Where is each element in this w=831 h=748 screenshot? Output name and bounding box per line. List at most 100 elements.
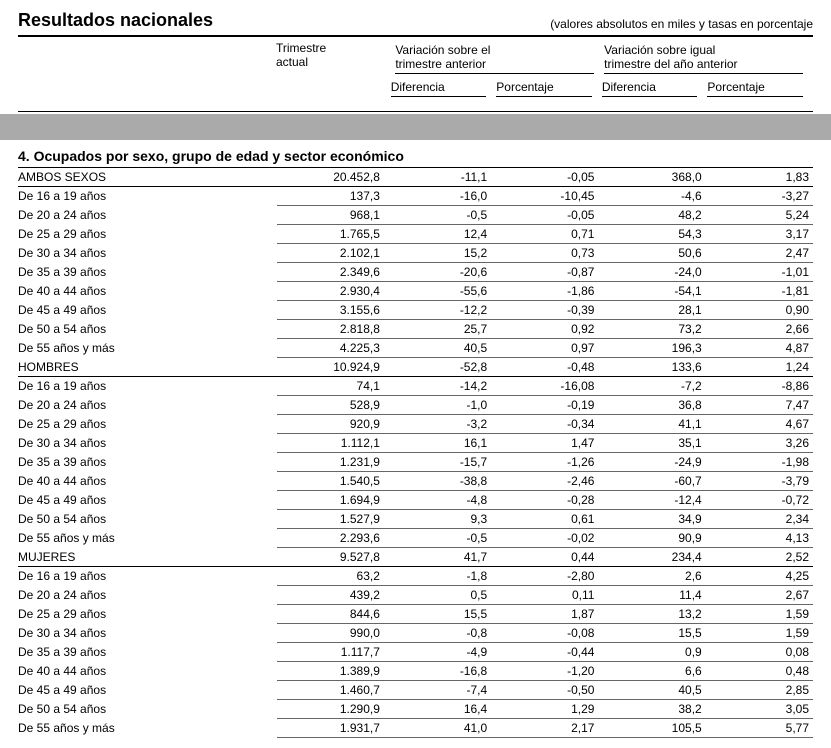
row-value: 1.694,9 (277, 491, 384, 510)
row-value: 1.389,9 (277, 662, 384, 681)
row-label: De 50 a 54 años (18, 510, 277, 529)
row-value: -1,98 (706, 453, 813, 472)
row-value: 74,1 (277, 377, 384, 396)
row-label: De 35 a 39 años (18, 263, 277, 282)
table-row: MUJERES9.527,841,70,44234,42,52 (18, 548, 813, 567)
row-value: 90,9 (598, 529, 705, 548)
row-value: -12,4 (598, 491, 705, 510)
page-title: Resultados nacionales (18, 10, 213, 31)
row-value: 368,0 (598, 168, 705, 187)
col-var2-l2: trimestre del año anterior (604, 57, 803, 71)
row-value: 3,17 (706, 225, 813, 244)
row-value: 0,08 (706, 643, 813, 662)
table-row: AMBOS SEXOS20.452,8-11,1-0,05368,01,83 (18, 168, 813, 187)
table-row: De 25 a 29 años844,615,51,8713,21,59 (18, 605, 813, 624)
row-value: 2.349,6 (277, 263, 384, 282)
row-value: 35,1 (598, 434, 705, 453)
row-label: De 30 a 34 años (18, 434, 277, 453)
row-value: 54,3 (598, 225, 705, 244)
row-value: 9.527,8 (277, 548, 384, 567)
table-row: De 55 años y más2.293,6-0,5-0,0290,94,13 (18, 529, 813, 548)
row-value: 50,6 (598, 244, 705, 263)
table-row: De 45 a 49 años1.460,7-7,4-0,5040,52,85 (18, 681, 813, 700)
table-row: De 20 a 24 años528,9-1,0-0,1936,87,47 (18, 396, 813, 415)
row-value: 9,3 (384, 510, 491, 529)
col-trimestre-l2: actual (276, 55, 395, 69)
row-value: -1,0 (384, 396, 491, 415)
row-value: -20,6 (384, 263, 491, 282)
row-value: 40,5 (384, 339, 491, 358)
row-value: -14,2 (384, 377, 491, 396)
row-value: 920,9 (277, 415, 384, 434)
row-label: De 20 a 24 años (18, 206, 277, 225)
row-value: 0,71 (491, 225, 598, 244)
row-value: 1.112,1 (277, 434, 384, 453)
row-value: -7,2 (598, 377, 705, 396)
row-value: 63,2 (277, 567, 384, 586)
col-trimestre-l1: Trimestre (276, 41, 395, 55)
sub-dif-1: Diferencia (391, 78, 487, 97)
row-value: 2,34 (706, 510, 813, 529)
row-value: -0,08 (491, 624, 598, 643)
row-value: 5,24 (706, 206, 813, 225)
row-value: 36,8 (598, 396, 705, 415)
row-value: -7,4 (384, 681, 491, 700)
row-value: 105,5 (598, 719, 705, 738)
row-value: -0,87 (491, 263, 598, 282)
row-value: -24,0 (598, 263, 705, 282)
table-row: De 35 a 39 años1.231,9-15,7-1,26-24,9-1,… (18, 453, 813, 472)
table-row: De 16 a 19 años63,2-1,8-2,802,64,25 (18, 567, 813, 586)
row-value: 12,4 (384, 225, 491, 244)
table-row: De 30 a 34 años2.102,115,20,7350,62,47 (18, 244, 813, 263)
row-value: -1,81 (706, 282, 813, 301)
row-value: -0,39 (491, 301, 598, 320)
row-label: HOMBRES (18, 358, 277, 377)
row-value: -0,34 (491, 415, 598, 434)
row-value: -1,86 (491, 282, 598, 301)
table-row: De 40 a 44 años2.930,4-55,6-1,86-54,1-1,… (18, 282, 813, 301)
row-value: -55,6 (384, 282, 491, 301)
row-value: -15,7 (384, 453, 491, 472)
table-row: De 20 a 24 años968,1-0,5-0,0548,25,24 (18, 206, 813, 225)
row-value: 0,73 (491, 244, 598, 263)
table-row: De 50 a 54 años1.290,916,41,2938,23,05 (18, 700, 813, 719)
row-value: 0,97 (491, 339, 598, 358)
gray-separator (0, 114, 831, 140)
table-row: De 16 a 19 años74,1-14,2-16,08-7,2-8,86 (18, 377, 813, 396)
row-value: -3,2 (384, 415, 491, 434)
row-value: 15,5 (598, 624, 705, 643)
row-value: -8,86 (706, 377, 813, 396)
row-value: 0,11 (491, 586, 598, 605)
row-value: 234,4 (598, 548, 705, 567)
row-label: De 25 a 29 años (18, 225, 277, 244)
col-var2-l1: Variación sobre igual (604, 43, 803, 57)
table-row: De 30 a 34 años990,0-0,8-0,0815,51,59 (18, 624, 813, 643)
row-value: -0,5 (384, 206, 491, 225)
row-value: -2,80 (491, 567, 598, 586)
row-value: 1,87 (491, 605, 598, 624)
row-value: -0,72 (706, 491, 813, 510)
row-value: 968,1 (277, 206, 384, 225)
row-label: De 40 a 44 años (18, 472, 277, 491)
sub-pct-2: Porcentaje (707, 78, 803, 97)
row-label: De 20 a 24 años (18, 396, 277, 415)
row-label: De 40 a 44 años (18, 282, 277, 301)
row-value: -0,28 (491, 491, 598, 510)
row-value: 3,05 (706, 700, 813, 719)
row-value: 1,24 (706, 358, 813, 377)
table-row: De 40 a 44 años1.389,9-16,8-1,206,60,48 (18, 662, 813, 681)
row-value: 1.765,5 (277, 225, 384, 244)
table-row: De 50 a 54 años2.818,825,70,9273,22,66 (18, 320, 813, 339)
section-title: 4. Ocupados por sexo, grupo de edad y se… (18, 146, 813, 168)
table-row: De 45 a 49 años1.694,9-4,8-0,28-12,4-0,7… (18, 491, 813, 510)
row-value: 1,83 (706, 168, 813, 187)
row-value: -0,05 (491, 168, 598, 187)
row-value: 1.540,5 (277, 472, 384, 491)
row-value: -1,8 (384, 567, 491, 586)
row-value: 0,9 (598, 643, 705, 662)
row-label: De 50 a 54 años (18, 320, 277, 339)
row-value: -4,9 (384, 643, 491, 662)
row-value: 10.924,9 (277, 358, 384, 377)
row-value: -0,05 (491, 206, 598, 225)
row-value: 2,52 (706, 548, 813, 567)
